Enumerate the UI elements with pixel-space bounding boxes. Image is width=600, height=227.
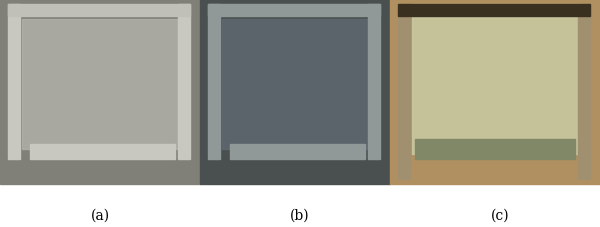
Text: (c): (c)	[490, 208, 509, 222]
Text: (b): (b)	[290, 208, 310, 222]
Bar	[415, 139, 575, 159]
Bar	[8, 5, 190, 17]
Bar	[398, 5, 410, 179]
Bar	[230, 144, 365, 159]
Bar	[390, 0, 600, 184]
Bar	[30, 144, 175, 159]
Bar	[0, 0, 200, 184]
Bar	[578, 5, 590, 179]
Bar	[412, 5, 582, 154]
Bar	[22, 20, 182, 149]
Bar	[222, 20, 372, 149]
Bar	[200, 0, 390, 184]
Bar	[8, 5, 20, 159]
Bar	[178, 5, 190, 159]
Bar	[208, 5, 220, 159]
Bar	[368, 5, 380, 159]
Text: (a): (a)	[91, 208, 110, 222]
Bar	[398, 5, 590, 17]
Bar	[208, 5, 380, 17]
